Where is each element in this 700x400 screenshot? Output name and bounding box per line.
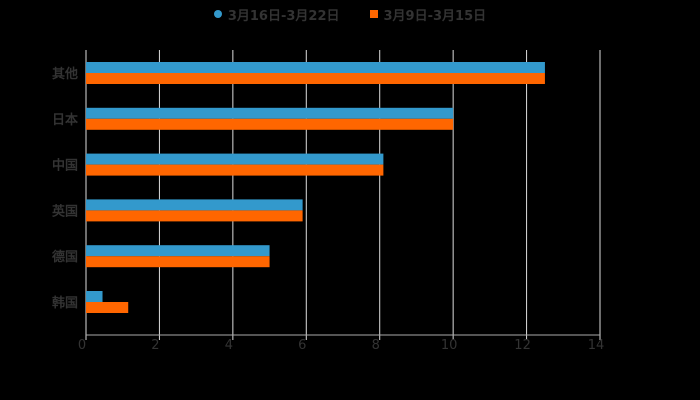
- legend-label: 3月9日-3月15日: [383, 8, 487, 24]
- bar[interactable]: [86, 62, 545, 73]
- x-tick-label: 0: [78, 338, 86, 353]
- y-category-label: 英国: [51, 203, 78, 219]
- y-category-label: 日本: [52, 112, 78, 128]
- y-category-label: 德国: [52, 249, 78, 265]
- legend-item[interactable]: 3月9日-3月15日: [369, 5, 487, 24]
- x-tick-label: 6: [298, 338, 306, 353]
- x-tick-label: 14: [588, 338, 605, 353]
- y-category-label: 其他: [52, 66, 78, 82]
- y-category-label: 中国: [52, 158, 78, 174]
- legend-label: 3月16日-3月22日: [227, 8, 340, 24]
- x-tick-label: 8: [372, 338, 380, 353]
- bar[interactable]: [86, 291, 103, 302]
- x-tick-label: 12: [514, 338, 531, 353]
- legend-item[interactable]: 3月16日-3月22日: [213, 5, 340, 24]
- legend-circle-icon: [213, 10, 222, 18]
- x-tick-label: 2: [151, 338, 159, 353]
- bar[interactable]: [86, 245, 270, 257]
- bar[interactable]: [86, 210, 303, 222]
- bar[interactable]: [86, 302, 129, 313]
- legend-square-icon: [369, 10, 378, 18]
- y-category-label: 韩国: [52, 295, 78, 311]
- chart-legend: 3月16日-3月22日 3月9日-3月15日: [0, 4, 700, 24]
- bar[interactable]: [86, 107, 454, 119]
- bar[interactable]: [86, 73, 545, 84]
- bar[interactable]: [86, 199, 303, 211]
- bar[interactable]: [86, 118, 454, 130]
- x-tick-label: 10: [441, 338, 458, 353]
- bar[interactable]: [86, 153, 384, 165]
- bar[interactable]: [86, 164, 384, 176]
- x-tick-label: 4: [225, 338, 233, 353]
- bar[interactable]: [86, 256, 270, 268]
